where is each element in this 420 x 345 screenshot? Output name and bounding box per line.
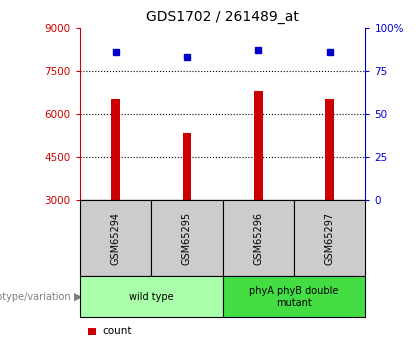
Bar	[183, 132, 191, 200]
Text: GSM65296: GSM65296	[253, 211, 263, 265]
Text: wild type: wild type	[129, 292, 173, 302]
Title: GDS1702 / 261489_at: GDS1702 / 261489_at	[146, 10, 299, 24]
Text: ▶: ▶	[74, 292, 82, 302]
Bar	[326, 99, 334, 200]
Bar	[111, 99, 120, 200]
Text: phyA phyB double
mutant: phyA phyB double mutant	[249, 286, 339, 307]
Text: count: count	[102, 326, 131, 336]
Text: genotype/variation: genotype/variation	[0, 292, 71, 302]
Text: GSM65295: GSM65295	[182, 211, 192, 265]
Bar	[254, 91, 262, 200]
Text: GSM65297: GSM65297	[325, 211, 335, 265]
Text: GSM65294: GSM65294	[110, 211, 121, 265]
